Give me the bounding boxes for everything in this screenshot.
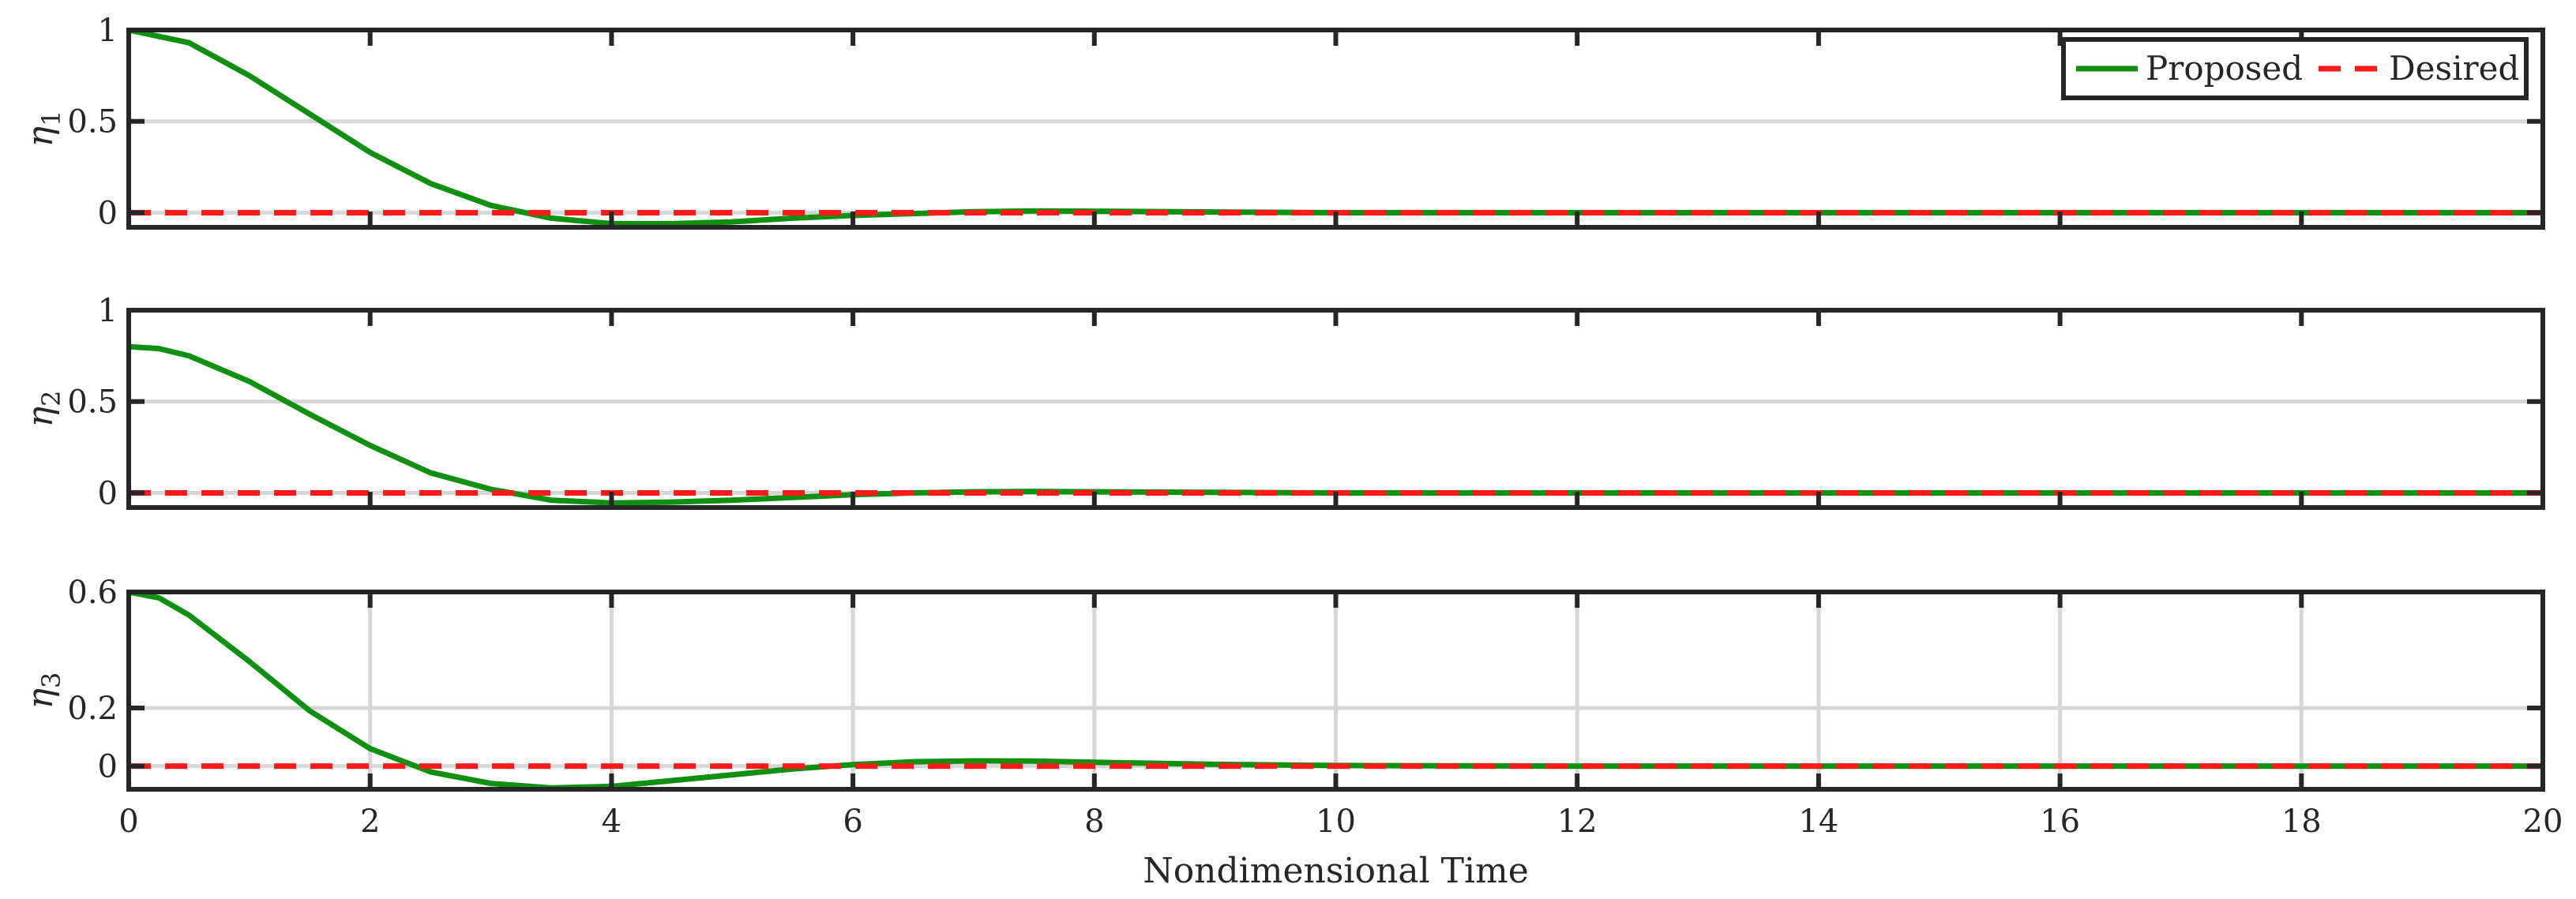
- panel-1: 0 0.5 1 η1 Proposed Desired: [21, 13, 2545, 231]
- y-axis-title: η2: [21, 391, 66, 428]
- x-tick-label-4: 4: [602, 803, 621, 840]
- axes-frame: [126, 590, 2545, 792]
- series-line-proposed: [129, 343, 2543, 506]
- x-tick-label-0: 0: [118, 803, 138, 840]
- y-tick-label-0-2: 0.2: [67, 691, 118, 727]
- x-tick-label-16: 16: [2040, 803, 2080, 840]
- y-tick-label-0: 0: [98, 749, 118, 785]
- y-axis-title: η1: [21, 111, 66, 148]
- panel-2: 0 0.5 1 η2: [21, 293, 2545, 511]
- series-line-proposed: [129, 30, 2543, 227]
- x-tick-label-6: 6: [843, 803, 862, 840]
- legend-label-desired: Desired: [2389, 49, 2519, 88]
- x-axis-title: Nondimensional Time: [1143, 851, 1529, 891]
- legend-label-proposed: Proposed: [2146, 49, 2303, 88]
- x-tick-label-14: 14: [1798, 803, 1838, 840]
- x-tick-label-10: 10: [1316, 803, 1356, 840]
- series-group: [129, 592, 2543, 789]
- y-axis-title: η3: [21, 672, 66, 710]
- y-tick-label-0-5: 0.5: [67, 384, 118, 421]
- x-tick-label-8: 8: [1084, 803, 1104, 840]
- series-line-proposed: [129, 592, 2543, 789]
- series-group: [129, 343, 2543, 506]
- axes-frame: [126, 28, 2545, 230]
- axes-frame: [126, 308, 2545, 510]
- y-tick-label-0-5: 0.5: [67, 104, 118, 140]
- y-tick-label-0: 0: [98, 475, 118, 511]
- y-tick-label-1: 1: [98, 13, 118, 49]
- legend: Proposed Desired: [2061, 37, 2529, 100]
- legend-box: [2061, 37, 2529, 100]
- x-tick-label-12: 12: [1557, 803, 1598, 840]
- y-tick-label-1: 1: [98, 293, 118, 329]
- x-tick-label-20: 20: [2523, 803, 2563, 840]
- x-tick-label-2: 2: [360, 803, 380, 840]
- panel-3: 0 0.2 0.6 0 2 4 6 8 10 12 14 16 18 20 η3 Nondimensional…: [21, 575, 2563, 891]
- y-tick-label-0-6: 0.6: [67, 575, 118, 611]
- x-tick-label-18: 18: [2281, 803, 2322, 840]
- y-tick-label-0: 0: [98, 195, 118, 231]
